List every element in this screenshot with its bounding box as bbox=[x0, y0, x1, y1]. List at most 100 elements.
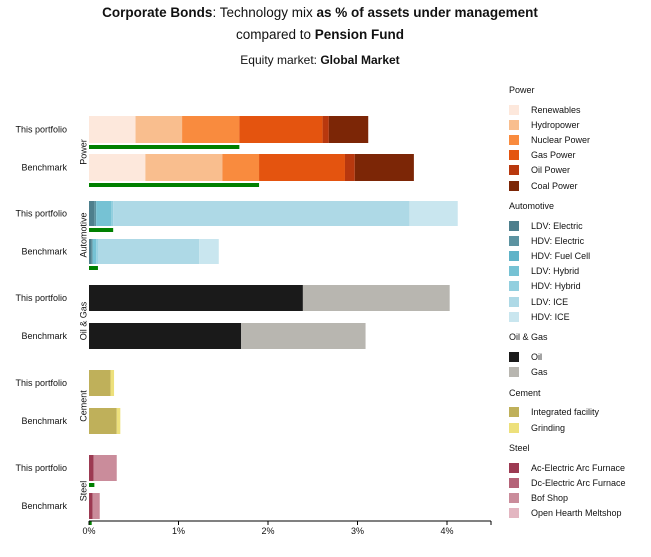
legend-swatch bbox=[509, 477, 519, 488]
legend-label: Oil bbox=[531, 352, 542, 363]
legend-group-power: Power Renewables Hydropower Nuclear Power Ga… bbox=[509, 84, 649, 193]
legend-swatch bbox=[509, 165, 519, 176]
subtitle-value: Global Market bbox=[320, 53, 400, 67]
bar-steel-benchmark-ac-electric-arc-furnace bbox=[89, 493, 93, 519]
row-label-cement-portfolio: This portfolio bbox=[15, 378, 67, 388]
legend-group-steel: Steel Ac-Electric Arc Furnace Dc-Electric … bbox=[509, 442, 649, 521]
legend-label: Coal Power bbox=[531, 180, 578, 191]
bar-steel-portfolio-bof-shop bbox=[93, 455, 117, 481]
x-tick-label: 3% bbox=[351, 526, 364, 536]
subtitle-label: Equity market: bbox=[240, 53, 321, 67]
bar-cement-benchmark-grinding bbox=[116, 408, 121, 434]
legend-group-cement: Cement Integrated facility Grinding bbox=[509, 387, 649, 435]
x-tick-label: 2% bbox=[261, 526, 274, 536]
legend-label: Gas bbox=[531, 367, 548, 378]
sector-label-steel: Steel bbox=[78, 481, 88, 502]
legend-swatch bbox=[509, 493, 519, 504]
bar-cement-portfolio-integrated-facility bbox=[89, 370, 111, 396]
bar-automotive-portfolio-hdv-electric bbox=[94, 201, 97, 226]
legend-swatch bbox=[509, 311, 519, 322]
sector-label-oil-gas: Oil & Gas bbox=[78, 301, 88, 340]
row-label-steel-benchmark: Benchmark bbox=[21, 501, 67, 511]
bar-oil-gas-benchmark-oil bbox=[89, 323, 242, 349]
legend-label: Nuclear Power bbox=[531, 134, 591, 145]
bar-oil-gas-portfolio-gas bbox=[302, 285, 450, 311]
bar-power-benchmark-nuclear-power bbox=[222, 154, 260, 181]
x-tick-label: 0% bbox=[82, 526, 95, 536]
bar-automotive-benchmark-ldv-electric bbox=[89, 239, 92, 264]
legend-label: Open Hearth Meltshop bbox=[531, 508, 622, 519]
row-label-oil-gas-benchmark: Benchmark bbox=[21, 331, 67, 341]
legend-item: Integrated facility bbox=[509, 405, 649, 420]
legend-label: HDV: Hybrid bbox=[531, 281, 581, 292]
legend-label: Hydropower bbox=[531, 119, 580, 130]
bar-steel-portfolio-ac-electric-arc-furnace bbox=[89, 455, 94, 481]
green-share-bar-power-benchmark bbox=[89, 183, 260, 187]
legend-swatch bbox=[509, 251, 519, 262]
row-label-power-portfolio: This portfolio bbox=[15, 125, 67, 135]
row-label-automotive-portfolio: This portfolio bbox=[15, 209, 67, 219]
legend-group-title: Power bbox=[509, 85, 535, 95]
title-part2: as % of assets under management bbox=[316, 5, 538, 20]
legend-label: LDV: Hybrid bbox=[531, 266, 580, 277]
legend-item: Gas bbox=[509, 365, 649, 380]
green-share-bar-steel-portfolio bbox=[89, 483, 95, 487]
legend-swatch bbox=[509, 150, 519, 161]
title-part4: Pension Fund bbox=[314, 27, 405, 42]
row-label-steel-portfolio: This portfolio bbox=[15, 463, 67, 473]
bar-automotive-benchmark-hdv-hybrid bbox=[96, 239, 98, 264]
legend-group-oil-gas: Oil & Gas Oil Gas bbox=[509, 331, 649, 379]
bar-automotive-benchmark-ldv-ice bbox=[97, 239, 200, 264]
bar-cement-benchmark-integrated-facility bbox=[89, 408, 117, 434]
legend-item: Oil bbox=[509, 349, 649, 364]
legend-swatch bbox=[509, 508, 519, 519]
sector-label-automotive: Automotive bbox=[78, 212, 88, 257]
sector-label-cement: Cement bbox=[78, 390, 88, 422]
legend-item: Dc-Electric Arc Furnace bbox=[509, 475, 649, 490]
legend-label: Grinding bbox=[531, 422, 566, 433]
legend-label: Oil Power bbox=[531, 165, 571, 176]
legend-label: Ac-Electric Arc Furnace bbox=[531, 462, 626, 473]
legend-group-title: Steel bbox=[509, 443, 530, 454]
row-label-cement-benchmark: Benchmark bbox=[21, 416, 67, 426]
green-share-bar-power-portfolio bbox=[89, 145, 240, 149]
chart-title: Corporate Bonds: Technology mix as % of … bbox=[0, 2, 640, 46]
bar-automotive-benchmark-hdv-ice bbox=[199, 239, 219, 264]
legend-swatch bbox=[509, 352, 519, 363]
legend-label: Integrated facility bbox=[531, 407, 600, 418]
legend-label: HDV: ICE bbox=[531, 311, 570, 322]
bar-power-portfolio-nuclear-power bbox=[182, 116, 240, 143]
chart-plot: This portfolio Benchmark Power This portfol… bbox=[15, 116, 492, 536]
title-line2: compared to Pension Fund bbox=[0, 24, 640, 46]
title-bold-prefix: Corporate Bonds bbox=[102, 5, 213, 20]
legend-group-automotive: Automotive LDV: Electric HDV: Electric HDV:… bbox=[509, 200, 649, 324]
legend-item: HDV: Hybrid bbox=[509, 279, 649, 294]
legend-label: Bof Shop bbox=[531, 493, 569, 504]
legend-item: HDV: Fuel Cell bbox=[509, 249, 649, 264]
legend-item: Oil Power bbox=[509, 163, 649, 178]
legend-item: Renewables bbox=[509, 102, 649, 117]
title-part1: : Technology mix bbox=[212, 5, 317, 20]
legend-swatch bbox=[509, 134, 519, 145]
legend-swatch bbox=[509, 220, 519, 231]
legend-item: Open Hearth Meltshop bbox=[509, 506, 649, 521]
legend-label: Dc-Electric Arc Furnace bbox=[531, 477, 626, 488]
legend-item: Grinding bbox=[509, 420, 649, 435]
legend-swatch bbox=[509, 119, 519, 130]
legend-item: Coal Power bbox=[509, 178, 649, 193]
legend-item: HDV: ICE bbox=[509, 309, 649, 324]
legend-swatch bbox=[509, 180, 519, 191]
bar-power-portfolio-renewables bbox=[89, 116, 136, 143]
legend-swatch bbox=[509, 367, 519, 378]
bar-automotive-portfolio-ldv-electric bbox=[89, 201, 95, 226]
legend-swatch bbox=[509, 235, 519, 246]
bar-automotive-portfolio-hdv-hybrid bbox=[111, 201, 114, 226]
bar-power-portfolio-oil-power bbox=[322, 116, 329, 143]
legend-item: HDV: Electric bbox=[509, 233, 649, 248]
legend-label: LDV: Electric bbox=[531, 220, 583, 231]
legend-item: Hydropower bbox=[509, 117, 649, 132]
bar-power-benchmark-gas-power bbox=[259, 154, 345, 181]
legend-item: Nuclear Power bbox=[509, 132, 649, 147]
legend-swatch bbox=[509, 422, 519, 433]
bar-power-portfolio-hydropower bbox=[135, 116, 183, 143]
